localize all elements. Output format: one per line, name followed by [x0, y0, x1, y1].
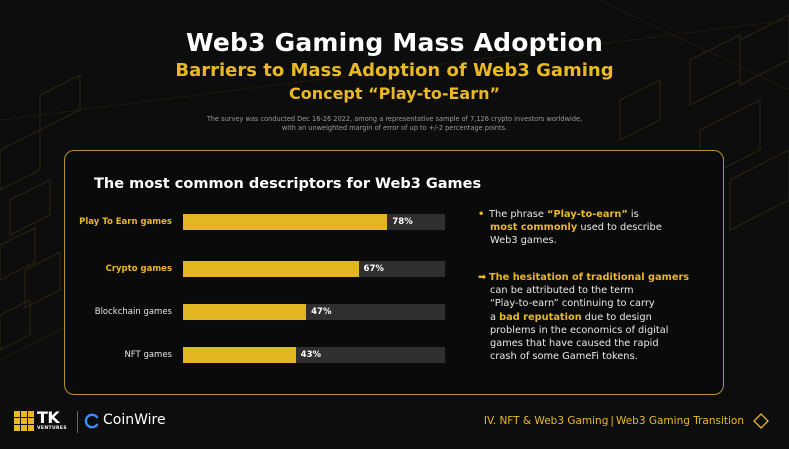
bar-track: [183, 347, 445, 363]
tk-ventures-logo[interactable]: TK VENTURES: [14, 408, 76, 435]
note-play-to-earn: • The phrase “Play-to-earn” is most commo…: [478, 208, 708, 248]
note2-text-h: games that have caused the rapid: [490, 338, 659, 350]
page-subtitle-concept: Concept “Play-to-Earn”: [288, 84, 501, 103]
note2-text-g: problems in the economics of digital: [490, 324, 669, 336]
bar-category-label: Crypto games: [105, 264, 172, 274]
note1-highlight-phrase: “Play-to-earn”: [547, 209, 628, 220]
coinwire-logo[interactable]: CoinWire: [84, 412, 174, 434]
note1-text-f: Web3 games.: [490, 235, 557, 247]
bar-value-label: 78%: [392, 217, 413, 227]
bar: [183, 214, 388, 230]
diamond-icon: [753, 413, 769, 429]
coinwire-icon: [84, 413, 99, 429]
note2-text-d: a: [490, 311, 500, 323]
arrow-right-icon: ➡: [478, 272, 487, 283]
note2-text-c: “Play-to-earn” continuing to carry: [490, 298, 655, 310]
footer-section: IV. NFT & Web3 Gaming: [483, 415, 609, 427]
survey-note-line1: The survey was conducted Dec 16-26 2022,…: [206, 115, 583, 123]
bar-track: [183, 261, 445, 277]
bar-track: [183, 214, 445, 230]
footer-topic: Web3 Gaming Transition: [615, 415, 744, 427]
bar-category-label: NFT games: [124, 350, 172, 360]
bar-value-label: 67%: [363, 264, 384, 274]
footer-separator: |: [610, 415, 614, 427]
note2-highlight-hesitation: The hesitation of traditional gamers: [489, 272, 690, 283]
page-subtitle: Barriers to Mass Adoption of Web3 Gaming: [175, 60, 614, 81]
footer-breadcrumb: IV. NFT & Web3 Gaming | Web3 Gaming Transi…: [484, 415, 744, 427]
bullet-icon: •: [478, 209, 485, 220]
bar: [183, 347, 296, 363]
note2-text-i: crash of some GameFi tokens.: [490, 351, 638, 363]
page-title: Web3 Gaming Mass Adoption: [185, 28, 604, 57]
note2-text-f: due to design: [581, 311, 652, 323]
note1-text-e: used to describe: [577, 222, 662, 234]
tk-logo-sub: VENTURES: [37, 426, 68, 431]
survey-note-line2: with an unweighted margin of error of up…: [281, 124, 508, 132]
logo-divider: [77, 411, 78, 433]
note1-text-c: is: [627, 209, 639, 220]
chart-title: The most common descriptors for Web3 Gam…: [94, 176, 482, 192]
survey-note: The survey was conducted Dec 16-26 2022,…: [120, 115, 669, 133]
note1-highlight-most: most commonly: [490, 222, 578, 234]
bar: [183, 304, 307, 320]
tk-grid-icon: [14, 411, 34, 431]
coinwire-name: CoinWire: [103, 412, 166, 428]
bar-track: [183, 304, 445, 320]
bar-category-label: Play To Earn games: [79, 217, 172, 227]
note1-text-a: The phrase: [489, 209, 548, 220]
bar-value-label: 47%: [311, 307, 332, 317]
tk-logo-name: TK: [37, 408, 60, 427]
note2-text-b: can be attributed to the term: [490, 285, 634, 297]
footer: TK VENTURES CoinWire IV. NFT & Web3 Gami…: [0, 403, 789, 443]
note2-highlight-reputation: bad reputation: [499, 311, 582, 323]
bar-category-label: Blockchain games: [94, 307, 172, 317]
bar: [183, 261, 359, 277]
note-hesitation: ➡ The hesitation of traditional gamers ca…: [478, 271, 708, 363]
bar-value-label: 43%: [300, 350, 322, 360]
